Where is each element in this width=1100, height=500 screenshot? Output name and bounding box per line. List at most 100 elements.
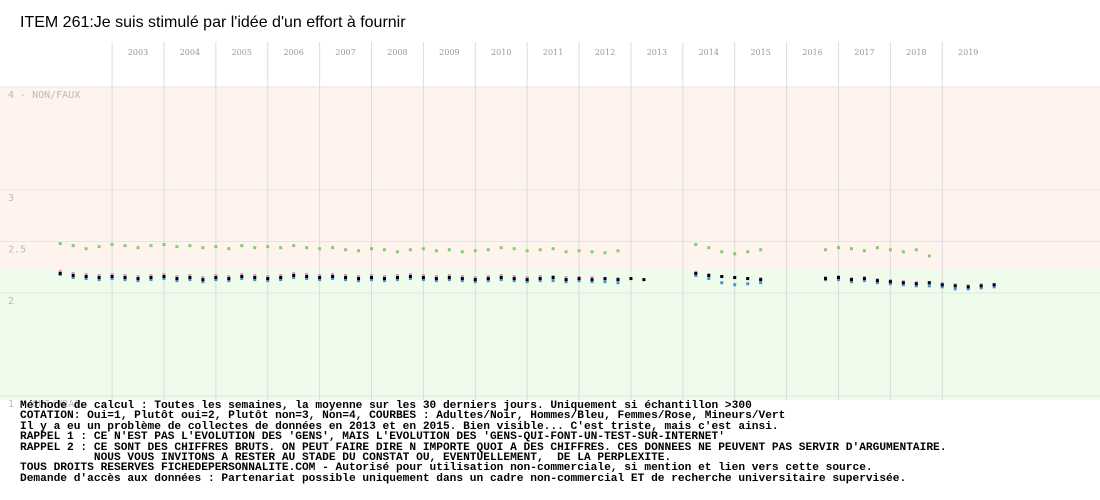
- data-point: [240, 272, 244, 276]
- data-point: [227, 279, 231, 283]
- data-point: [564, 250, 568, 254]
- data-point: [344, 276, 348, 280]
- y-tick-label: 4 - NON/FAUX: [8, 90, 80, 101]
- data-point: [473, 280, 477, 284]
- data-point: [707, 246, 711, 250]
- data-point: [408, 248, 412, 252]
- note-line: NOUS VOUS INVITONS A RESTER AU STADE DU …: [20, 452, 672, 465]
- data-point: [564, 278, 568, 282]
- data-point: [357, 249, 361, 253]
- data-point: [849, 247, 853, 251]
- data-point: [746, 277, 750, 281]
- x-tick-label: 2009: [439, 48, 459, 57]
- data-point: [188, 244, 192, 248]
- data-point: [901, 250, 905, 254]
- data-point: [214, 273, 218, 277]
- note-line: TOUS DROITS RESERVES FICHEDEPERSONNALITE…: [20, 462, 873, 475]
- data-point: [227, 247, 231, 251]
- data-point: [720, 281, 724, 285]
- data-point: [525, 280, 529, 284]
- data-point: [110, 243, 114, 247]
- data-point: [486, 248, 490, 252]
- data-point: [720, 275, 724, 279]
- data-point: [331, 275, 335, 279]
- data-point: [71, 244, 75, 248]
- x-tick-label: 2006: [283, 48, 303, 57]
- data-point: [992, 283, 996, 287]
- data-point: [84, 275, 88, 279]
- data-point: [175, 245, 179, 249]
- data-point: [914, 282, 918, 286]
- data-point: [538, 277, 542, 281]
- data-point: [357, 275, 361, 279]
- data-point: [305, 246, 309, 250]
- note-line: Il y a eu un problème de collectes de do…: [20, 420, 779, 433]
- data-point: [875, 246, 879, 250]
- data-point: [382, 248, 386, 252]
- x-tick-label: 2019: [958, 48, 978, 57]
- data-point: [279, 276, 283, 280]
- data-point: [914, 248, 918, 252]
- data-point: [836, 246, 840, 250]
- data-point: [901, 283, 905, 287]
- y-tick-label: 3: [8, 193, 14, 204]
- data-point: [434, 279, 438, 283]
- chart-title: ITEM 261:Je suis stimulé par l'idée d'un…: [20, 14, 406, 31]
- data-point: [901, 281, 905, 285]
- data-point: [240, 277, 244, 281]
- data-point: [162, 272, 166, 276]
- data-point: [97, 278, 101, 282]
- data-point: [888, 248, 892, 252]
- data-point: [499, 276, 503, 280]
- data-point: [84, 277, 88, 281]
- data-point: [849, 278, 853, 282]
- lower-zone: [0, 270, 1100, 400]
- x-tick-label: 2007: [335, 48, 355, 57]
- data-point: [201, 276, 205, 280]
- data-point: [305, 275, 309, 279]
- data-point: [759, 248, 763, 252]
- data-point: [292, 271, 296, 275]
- data-point: [162, 243, 166, 247]
- data-point: [58, 269, 62, 273]
- data-point: [136, 279, 140, 283]
- data-point: [240, 244, 244, 248]
- data-point: [175, 275, 179, 279]
- data-point: [447, 276, 451, 280]
- data-point: [266, 245, 270, 249]
- data-point: [862, 249, 866, 253]
- data-point: [214, 245, 218, 249]
- data-point: [590, 280, 594, 284]
- data-point: [499, 278, 503, 282]
- data-point: [408, 275, 412, 279]
- data-point: [97, 276, 101, 280]
- data-point: [577, 249, 581, 253]
- data-point: [616, 249, 620, 253]
- data-point: [862, 279, 866, 283]
- x-tick-label: 2018: [906, 48, 926, 57]
- data-point: [694, 273, 698, 277]
- data-point: [331, 272, 335, 276]
- data-point: [875, 279, 879, 283]
- data-point: [447, 278, 451, 282]
- data-point: [434, 249, 438, 253]
- data-point: [97, 273, 101, 277]
- data-point: [603, 280, 607, 284]
- data-point: [421, 273, 425, 277]
- data-point: [370, 247, 374, 251]
- data-point: [707, 273, 711, 277]
- note-line: COTATION: Oui=1, Plutôt oui=2, Plutôt no…: [20, 410, 786, 423]
- data-point: [538, 275, 542, 279]
- data-point: [590, 278, 594, 282]
- data-point: [849, 280, 853, 284]
- notes: Méthode de calcul : Toutes les semaines,…: [20, 400, 946, 484]
- note-line: Méthode de calcul : Toutes les semaines,…: [20, 400, 752, 412]
- data-point: [746, 250, 750, 254]
- data-point: [473, 278, 477, 282]
- data-point: [253, 276, 257, 280]
- data-point: [149, 244, 153, 248]
- x-tick-label: 2010: [491, 48, 511, 57]
- data-point: [357, 279, 361, 283]
